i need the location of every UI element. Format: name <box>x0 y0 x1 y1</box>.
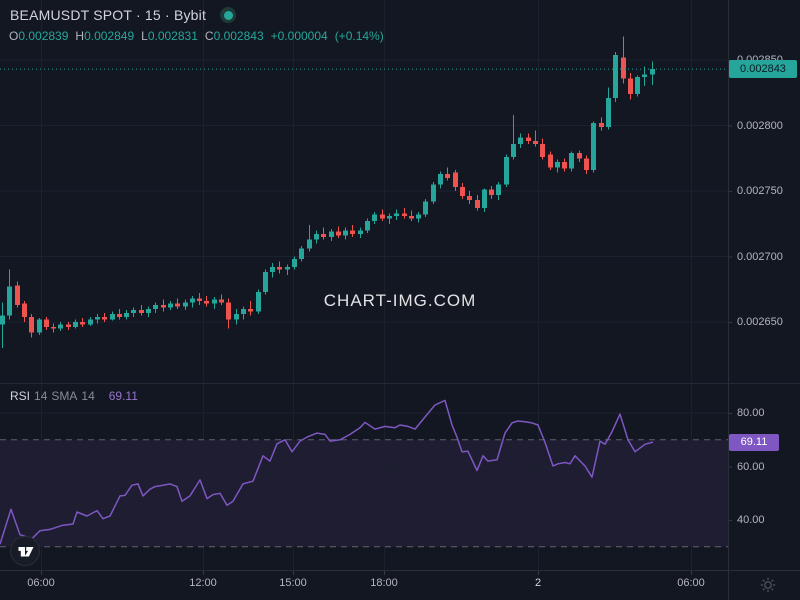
price-axis-separator <box>728 0 729 600</box>
rsi-sma-label: SMA <box>51 389 78 403</box>
time-axis-label: 2 <box>534 577 542 589</box>
symbol-title[interactable]: BEAMUSDT SPOT · 15 · Bybit <box>10 7 207 23</box>
rsi-value: 69.11 <box>108 389 138 403</box>
price-axis-label: 0.002650 <box>737 316 783 328</box>
panel-divider[interactable] <box>0 383 800 384</box>
grid-lines <box>0 0 728 570</box>
ohlc-row: O0.002839 H0.002849 L0.002831 C0.002843 +0.0… <box>9 29 391 43</box>
candlestick-series <box>0 36 655 349</box>
rsi-length: 14 <box>34 389 48 403</box>
high-label: H <box>75 29 85 43</box>
market-status-dot <box>223 10 233 20</box>
high-value: 0.002849 <box>84 29 135 43</box>
time-axis-label: 18:00 <box>370 577 398 589</box>
rsi-title[interactable]: RSI <box>10 389 31 403</box>
price-axis-label: 0.002700 <box>737 250 783 263</box>
time-axis-label: 15:00 <box>279 577 307 589</box>
rsi-indicator-header: RSI 14 SMA 14 69.11 <box>10 389 138 403</box>
watermark: CHART-IMG.COM <box>323 291 477 310</box>
time-axis-separator <box>0 570 800 571</box>
change-absolute: +0.000004 <box>270 29 328 43</box>
rsi-line <box>0 399 654 545</box>
rsi-level-lines <box>0 439 728 548</box>
last-price-badge: 0.002843 <box>729 60 797 78</box>
market-status-icon[interactable] <box>220 7 237 23</box>
chart-header: BEAMUSDT SPOT · 15 · Bybit <box>10 7 237 23</box>
rsi-axis-label: 40.00 <box>737 514 765 526</box>
price-axis-label: 0.002800 <box>737 119 783 132</box>
open-value: 0.002839 <box>18 29 69 43</box>
open-label: O <box>9 29 19 43</box>
time-axis-label: 12:00 <box>189 577 217 589</box>
rsi-axis-label: 60.00 <box>737 460 765 473</box>
time-axis-label: 06:00 <box>677 577 705 589</box>
close-label: C <box>204 29 214 43</box>
rsi-band <box>0 439 728 547</box>
rsi-value-badge: 69.11 <box>729 434 779 451</box>
change-percent: (+0.14%) <box>334 29 384 43</box>
sun-glyph <box>760 577 776 593</box>
price-axis-label: 0.002750 <box>737 185 783 197</box>
tradingview-logo-icon <box>10 536 40 566</box>
theme-sun-icon[interactable] <box>760 577 776 593</box>
time-axis-label: 06:00 <box>27 577 55 589</box>
rsi-axis-label: 80.00 <box>737 407 765 419</box>
rsi-sma-length: 14 <box>81 389 95 403</box>
low-label: L <box>141 29 148 43</box>
close-value: 0.002843 <box>213 29 264 43</box>
tradingview-logo[interactable] <box>10 536 40 566</box>
low-value: 0.002831 <box>147 29 198 43</box>
